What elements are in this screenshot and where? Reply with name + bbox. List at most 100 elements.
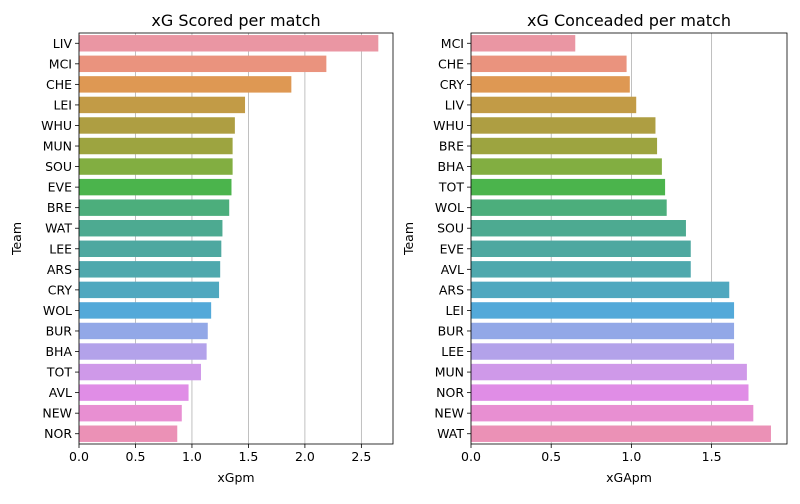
chart1-ytick-label: ARS	[47, 262, 72, 277]
chart2-bar-eve	[471, 240, 691, 257]
chart1-bar-lei	[79, 96, 246, 114]
chart2-bar-sou	[471, 220, 686, 237]
chart2-xtick-label: 0.5	[541, 449, 561, 464]
chart2-bar-mci	[471, 35, 576, 52]
chart1-ytick-label: LEE	[49, 241, 72, 256]
chart2-bar-lei	[471, 302, 735, 319]
chart1-bar-tot	[79, 363, 201, 381]
chart1-bar-wat	[79, 220, 223, 237]
chart2-bar-bha	[471, 158, 662, 175]
chart1-bar-avl	[79, 384, 189, 401]
chart1-bar-nor	[79, 425, 178, 442]
chart1-ytick-label: WOL	[43, 303, 72, 318]
chart1-title: xG Scored per match	[151, 11, 320, 30]
chart2-ytick-label: BHA	[437, 159, 464, 174]
chart2-ytick-label: AVL	[441, 262, 464, 277]
chart1-xtick-label: 1.0	[182, 449, 202, 464]
chart2-ytick-label: ARS	[439, 282, 464, 297]
chart1-xlabel: xGpm	[217, 470, 254, 485]
chart1-bar-bha	[79, 343, 207, 360]
chart2-ytick-label: LIV	[445, 97, 465, 112]
chart1-ytick-label: MUN	[43, 139, 72, 154]
chart1-ytick-label: WHU	[41, 118, 72, 133]
chart2-ytick-label: WAT	[437, 426, 464, 441]
chart1-bar-che	[79, 76, 292, 93]
chart1-ytick-label: WAT	[45, 221, 72, 236]
chart2-ytick-label: MUN	[435, 365, 464, 380]
chart1-ytick-label: CRY	[48, 282, 73, 297]
chart1-ytick-label: MCI	[49, 56, 72, 71]
chart2-ytick-label: LEI	[445, 303, 464, 318]
chart2-ylabel: Team	[401, 222, 416, 256]
chart2-ytick-label: CRY	[440, 77, 465, 92]
chart2-ytick-label: TOT	[438, 180, 464, 195]
chart2-bar-mun	[471, 363, 747, 381]
chart1-xtick-label: 2.0	[295, 449, 315, 464]
chart1-ytick-label: SOU	[45, 159, 72, 174]
chart2-bar-lee	[471, 343, 735, 360]
chart2-ytick-label: EVE	[440, 241, 464, 256]
chart1-bar-ars	[79, 261, 221, 278]
chart1-xtick-label: 0.5	[126, 449, 146, 464]
chart2-bar-whu	[471, 117, 656, 134]
chart2-xlabel: xGApm	[606, 470, 652, 485]
chart1-ytick-label: LIV	[53, 36, 73, 51]
chart1-bar-cry	[79, 281, 220, 299]
chart1-ytick-label: BUR	[46, 323, 73, 338]
chart1-ytick-label: CHE	[46, 77, 72, 92]
chart1-xtick-label: 1.5	[238, 449, 258, 464]
chart2-ytick-label: CHE	[438, 56, 464, 71]
chart2-ytick-label: BUR	[438, 323, 465, 338]
chart2-ytick-label: SOU	[437, 221, 464, 236]
chart1-bar-bur	[79, 322, 208, 340]
chart1-bar-eve	[79, 178, 232, 196]
chart2-bar-liv	[471, 96, 637, 114]
chart1-xtick-label: 0.0	[69, 449, 89, 464]
chart1-ytick-label: BRE	[47, 200, 72, 215]
chart2-ytick-label: LEE	[441, 344, 464, 359]
chart2-ytick-label: MCI	[441, 36, 464, 51]
chart2-ytick-label: BRE	[439, 139, 464, 154]
chart1-axes-frame	[78, 32, 394, 445]
chart1-bar-bre	[79, 199, 230, 216]
chart2-ytick-label: WHU	[433, 118, 464, 133]
chart2-bar-ars	[471, 281, 730, 299]
chart2-bar-tot	[471, 178, 666, 196]
chart2-bar-avl	[471, 261, 691, 278]
chart2-xtick-label: 0.0	[461, 449, 481, 464]
chart1-bar-liv	[79, 35, 379, 52]
chart2-bar-bur	[471, 322, 735, 340]
chart1-ylabel: Team	[9, 222, 24, 256]
chart1-ytick-label: AVL	[49, 385, 72, 400]
chart2-ytick-label: NEW	[434, 406, 464, 421]
chart2-bar-nor	[471, 384, 749, 401]
chart2-bar-bre	[471, 137, 658, 155]
chart2-ytick-label: WOL	[435, 200, 464, 215]
chart2-xtick-label: 1.5	[702, 449, 722, 464]
chart1-bar-sou	[79, 158, 233, 175]
chart1-bar-mun	[79, 137, 233, 155]
chart2-title: xG Conceaded per match	[527, 11, 731, 30]
chart2-ytick-label: NOR	[436, 385, 464, 400]
chart1-ytick-label: NEW	[42, 406, 72, 421]
chart2-bar-new	[471, 404, 754, 422]
chart1-ytick-label: TOT	[46, 365, 72, 380]
chart1-ytick-label: BHA	[45, 344, 72, 359]
chart2-bar-wat	[471, 425, 771, 442]
chart1-bar-mci	[79, 55, 327, 73]
chart1-bar-whu	[79, 117, 235, 134]
chart2-bar-wol	[471, 199, 667, 216]
chart1-bar-lee	[79, 240, 222, 257]
chart1-ytick-label: EVE	[48, 180, 72, 195]
chart2-xtick-label: 1.0	[621, 449, 641, 464]
chart1-ytick-label: NOR	[44, 426, 72, 441]
chart2-bar-cry	[471, 76, 630, 93]
chart1-ytick-label: LEI	[53, 97, 72, 112]
chart1-bar-wol	[79, 302, 212, 319]
chart2-axes-frame	[470, 32, 788, 445]
chart1-xtick-label: 2.5	[351, 449, 371, 464]
chart2-bar-che	[471, 55, 627, 73]
chart1-bar-new	[79, 404, 182, 422]
